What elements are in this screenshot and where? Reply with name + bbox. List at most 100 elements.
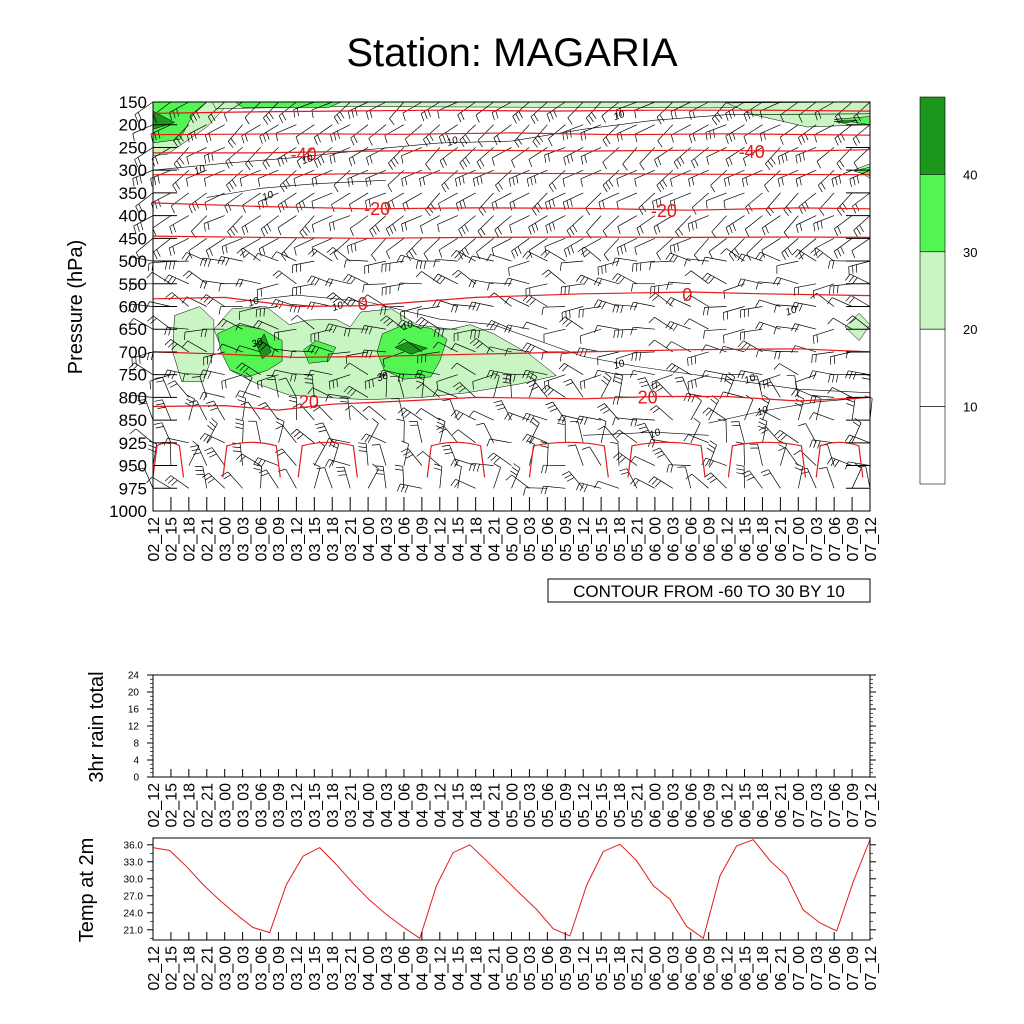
wind-barb [476, 238, 494, 253]
wind-barb [723, 283, 745, 292]
wind-barb-feather [308, 248, 315, 255]
wind-barb-feather [581, 446, 590, 450]
wind-barb-feather [798, 253, 805, 260]
wind-barb-feather [478, 208, 484, 216]
wind-barb [260, 215, 279, 230]
wind-barb [617, 215, 638, 227]
wind-barb-feather [487, 452, 494, 459]
isotherm-line [152, 202, 871, 211]
wind-barb-feather [799, 467, 808, 471]
wind-barb-feather [651, 478, 658, 485]
wind-barb-feather [585, 208, 591, 216]
time-tick-label: 07_06 [827, 946, 844, 991]
wind-barb-feather [491, 202, 495, 211]
wind-barb-feather [534, 222, 539, 231]
wind-barb-feather [809, 395, 813, 404]
wind-barb-feather [649, 292, 656, 299]
wind-barb-feather [170, 205, 175, 214]
wind-barb [670, 252, 691, 262]
wind-barb-feather [770, 157, 776, 165]
temperature-axes: 21.024.027.030.033.036.002_12 02_15 02_18 0… [124, 840, 880, 990]
wind-barb [285, 377, 297, 398]
wind-barb [343, 467, 351, 489]
wind-barb-feather [207, 371, 212, 380]
wind-barb-feather [791, 302, 795, 310]
wind-barb-feather [548, 138, 553, 147]
wind-barb-feather [436, 425, 444, 430]
wind-barb [511, 474, 530, 489]
time-tick-label: 05_09 [558, 517, 575, 562]
wind-barb-feather [497, 407, 506, 411]
wind-barb-feather [236, 362, 243, 369]
wind-barb [509, 192, 530, 204]
wind-barb [437, 389, 458, 398]
wind-barb [365, 169, 387, 180]
wind-barb-feather [848, 436, 854, 444]
wind-barb [671, 124, 691, 136]
wind-barb-feather [128, 362, 135, 369]
wind-barb-feather [816, 252, 824, 259]
wind-barb-feather [755, 299, 760, 308]
wind-barb [456, 362, 476, 375]
wind-barb [242, 247, 261, 262]
wind-barb [690, 422, 701, 443]
wind-barb [529, 423, 540, 443]
wind-barb-feather [292, 403, 300, 408]
wind-barb [170, 475, 190, 489]
wind-barb-feather [559, 262, 562, 271]
wind-barb-feather [759, 133, 763, 142]
wind-barb [689, 294, 709, 307]
time-tick-label: 06_21 [773, 783, 790, 828]
wind-barb-feather [795, 155, 798, 164]
wind-barb [668, 281, 691, 285]
wind-barb [382, 283, 404, 288]
wind-barb-feather [818, 467, 827, 469]
wind-speed-label: 10 [246, 295, 261, 309]
wind-barb [740, 370, 763, 376]
wind-barb-feather [405, 454, 414, 459]
wind-barb-feather [728, 133, 733, 142]
wind-barb-feather [774, 430, 781, 437]
wind-barb [437, 101, 458, 112]
wind-barb-feather [602, 161, 608, 170]
wind-barb-feather [639, 380, 648, 384]
wind-barb-feather [612, 304, 616, 313]
time-tick-label: 05_09 [558, 783, 575, 828]
wind-barb-feather [154, 422, 162, 425]
wind-barb [152, 215, 172, 229]
wind-barb-feather [795, 224, 799, 233]
wind-barb [616, 124, 638, 135]
pressure-tick-label: 975 [119, 479, 147, 498]
wind-barb-feather [576, 415, 580, 424]
wind-barb-feather [549, 111, 554, 120]
wind-barb-feather [415, 271, 422, 278]
wind-barb-feather [263, 308, 265, 317]
wind-barb-feather [577, 246, 585, 253]
wind-barb [743, 147, 763, 159]
wind-barb-feather [759, 110, 763, 119]
wind-barb-feather [165, 261, 168, 270]
wind-barb-feather [776, 278, 782, 286]
wind-barb [313, 467, 321, 489]
wind-barb-feather [314, 160, 319, 168]
wind-barb-feather [451, 304, 455, 313]
wind-barb-feather [253, 457, 259, 465]
wind-barb-feather [578, 309, 580, 318]
wind-barb [508, 260, 530, 269]
wind-barb-feather [304, 374, 313, 376]
wind-barb-feather [557, 422, 566, 426]
wind-barb-feather [275, 421, 284, 426]
wind-barb [491, 237, 512, 249]
wind-barb-feather [172, 184, 178, 193]
wind-barb [765, 192, 781, 210]
wind-barb-feather [343, 296, 349, 304]
wind-barb-feather [701, 457, 707, 466]
wind-barb-feather [856, 114, 862, 122]
wind-barb-feather [837, 226, 842, 234]
wind-barb-feather [835, 116, 840, 124]
wind-barb-feather [148, 444, 157, 449]
wind-barb-feather [743, 331, 745, 340]
wind-barb-feather [616, 201, 619, 210]
wind-barb-feather [844, 434, 850, 442]
pressure-tick-label: 550 [119, 275, 147, 294]
